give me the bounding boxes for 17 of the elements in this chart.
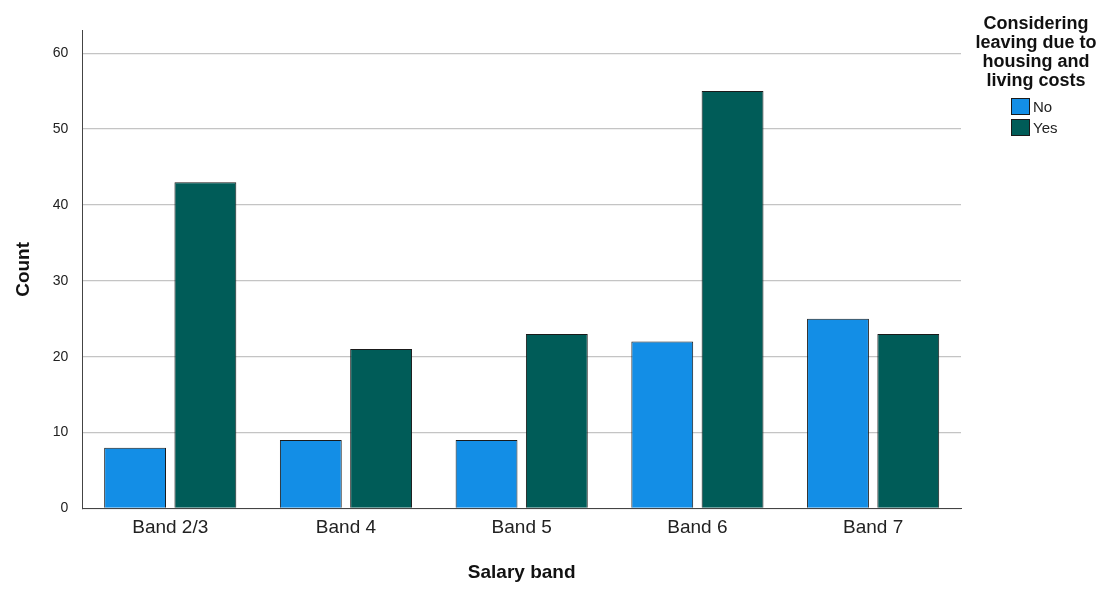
x-tick-label: Band 7 — [843, 516, 904, 538]
y-axis-title: Count — [11, 241, 33, 297]
y-tick-label: 30 — [52, 271, 69, 288]
y-tick-label: 20 — [52, 347, 69, 364]
legend-title: Considering leaving due to housing and living costs — [974, 13, 1098, 90]
x-axis-title: Salary band — [467, 560, 576, 582]
y-tick-label: 10 — [52, 423, 69, 440]
y-tick-label: 60 — [52, 44, 69, 61]
x-tick-label: Band 2/3 — [132, 516, 209, 538]
legend-label: Yes — [1033, 119, 1058, 136]
x-tick-label: Band 6 — [667, 516, 728, 538]
y-tick-label: 0 — [60, 499, 69, 516]
x-tick-label: Band 4 — [315, 516, 377, 538]
x-tick-label: Band 5 — [491, 516, 552, 538]
y-tick-label: 40 — [52, 195, 69, 212]
legend-label: No — [1033, 98, 1053, 115]
y-tick-label: 50 — [52, 119, 69, 136]
